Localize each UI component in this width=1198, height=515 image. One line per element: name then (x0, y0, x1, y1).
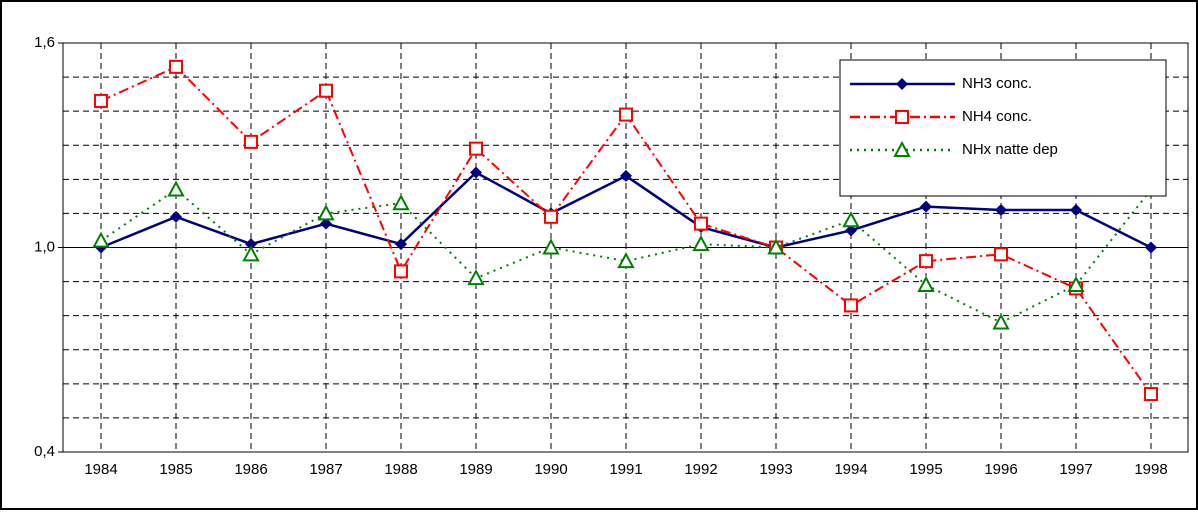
y-tick-label: 0,4 (34, 443, 55, 460)
y-tick-label: 1,6 (34, 34, 55, 51)
x-tick-label: 1995 (909, 461, 942, 478)
data-point (694, 216, 708, 231)
x-tick-label: 1990 (534, 461, 567, 478)
x-tick-label: 1989 (459, 461, 492, 478)
x-tick-label: 1986 (234, 461, 267, 478)
legend-marker (893, 140, 911, 157)
legend-marker (896, 78, 908, 90)
data-point (844, 298, 858, 313)
x-tick-label: 1992 (684, 461, 717, 478)
data-point (467, 269, 485, 286)
data-point (542, 238, 560, 255)
legend-marker (895, 110, 909, 124)
data-point (617, 252, 635, 269)
data-point (319, 83, 333, 98)
legend-label: NHx natte dep (962, 141, 1058, 158)
data-point (392, 194, 410, 211)
data-point (245, 238, 257, 251)
data-point (469, 141, 483, 156)
data-point (692, 234, 710, 252)
x-tick-label: 1987 (309, 461, 342, 478)
data-point (995, 204, 1007, 217)
data-point (470, 166, 482, 179)
legend (839, 59, 1167, 197)
data-point (1145, 241, 1157, 254)
data-point (395, 238, 407, 251)
data-point (92, 231, 110, 248)
series-line (100, 188, 1152, 324)
data-point (842, 211, 860, 228)
data-point (767, 238, 785, 255)
data-point (544, 209, 558, 224)
legend-label: NH4 conc. (962, 108, 1032, 125)
data-point (620, 169, 632, 182)
data-point (917, 275, 935, 292)
data-point (1067, 275, 1085, 292)
data-point (317, 204, 335, 221)
y-tick-label: 1,0 (34, 238, 55, 255)
data-point (992, 313, 1010, 330)
x-tick-label: 1984 (84, 461, 117, 478)
data-point (920, 200, 932, 213)
data-point (320, 217, 332, 230)
data-point (619, 107, 633, 122)
x-tick-label: 1985 (159, 461, 192, 478)
data-point (845, 224, 857, 237)
data-point (1070, 204, 1082, 217)
x-tick-label: 1998 (1134, 461, 1167, 478)
x-tick-label: 1993 (759, 461, 792, 478)
data-point (994, 247, 1008, 262)
data-point (1144, 387, 1158, 402)
data-point (167, 180, 185, 197)
data-point (170, 210, 182, 223)
x-tick-label: 1988 (384, 461, 417, 478)
data-point (94, 93, 108, 108)
plot-area (62, 42, 1189, 453)
data-point (242, 245, 260, 262)
data-point (394, 264, 408, 279)
data-point (244, 134, 258, 149)
legend-label: NH3 conc. (962, 75, 1032, 92)
x-tick-label: 1997 (1059, 461, 1092, 478)
data-point (919, 254, 933, 269)
data-point (169, 59, 183, 74)
x-tick-label: 1991 (609, 461, 642, 478)
x-tick-label: 1994 (834, 461, 867, 478)
x-tick-label: 1996 (984, 461, 1017, 478)
